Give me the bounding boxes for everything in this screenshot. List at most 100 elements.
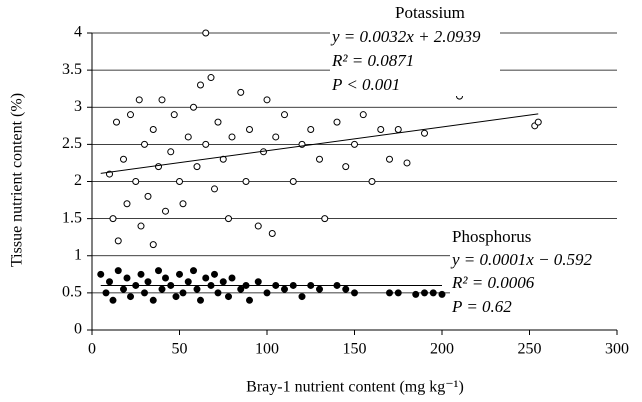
point <box>141 140 148 148</box>
point <box>172 293 180 301</box>
point <box>298 293 306 301</box>
point <box>193 163 201 171</box>
annotation: R² = 0.0871 <box>331 51 414 70</box>
point <box>386 289 393 297</box>
point <box>403 159 411 167</box>
point <box>109 215 117 223</box>
y-tick-label: 2.5 <box>62 135 82 152</box>
point <box>158 285 166 293</box>
point <box>167 148 175 156</box>
point <box>149 126 157 134</box>
annotation-bg <box>330 52 500 72</box>
x-tick-label: 200 <box>430 341 454 358</box>
point <box>170 111 178 119</box>
annotation-bg <box>450 251 620 271</box>
point <box>268 229 276 237</box>
point <box>141 289 148 297</box>
point <box>342 163 350 171</box>
point <box>359 111 367 119</box>
point <box>534 118 542 126</box>
point <box>219 278 227 286</box>
point <box>123 274 131 282</box>
point <box>176 270 183 278</box>
point <box>237 88 245 96</box>
point <box>179 289 187 297</box>
point <box>144 278 152 286</box>
point <box>137 270 145 278</box>
point <box>254 278 262 286</box>
point <box>242 178 250 185</box>
point <box>394 289 402 297</box>
point <box>351 140 358 148</box>
point <box>197 296 204 304</box>
y-tick-label: 0.5 <box>62 284 82 301</box>
point <box>162 207 169 215</box>
point <box>351 289 358 297</box>
x-tick-label: 0 <box>88 341 96 358</box>
point <box>394 126 402 134</box>
point <box>202 140 210 148</box>
point <box>225 215 232 223</box>
y-tick-label: 1.5 <box>62 209 82 226</box>
point <box>149 296 157 304</box>
point <box>102 289 110 297</box>
point <box>123 200 131 208</box>
point <box>438 290 446 298</box>
y-tick-label: 3.5 <box>62 61 82 78</box>
point <box>144 192 152 200</box>
point <box>214 289 222 297</box>
point <box>184 278 192 286</box>
point <box>263 289 271 297</box>
point <box>211 185 218 193</box>
point <box>246 126 253 134</box>
point <box>289 178 297 185</box>
annotation: P < 0.001 <box>331 75 400 94</box>
annotation-bg <box>330 28 500 48</box>
annotation: Potassium <box>395 3 465 22</box>
y-tick-label: 4 <box>74 24 82 41</box>
point <box>281 285 288 293</box>
point <box>202 274 210 282</box>
point <box>135 96 143 104</box>
point <box>207 74 215 82</box>
x-tick-label: 100 <box>255 341 279 358</box>
point <box>412 290 420 298</box>
y-tick-label: 0 <box>74 321 82 338</box>
point <box>114 237 122 245</box>
point <box>246 296 253 304</box>
y-tick-label: 1 <box>74 246 82 263</box>
x-tick-label: 150 <box>343 341 367 358</box>
annotation: y = 0.0001x − 0.592 <box>450 250 593 269</box>
point <box>281 111 288 119</box>
annotation: y = 0.0032x + 2.0939 <box>330 27 481 46</box>
point <box>316 285 323 293</box>
point <box>211 270 218 278</box>
point <box>386 155 393 163</box>
point <box>263 96 271 104</box>
x-tick-label: 300 <box>605 341 629 358</box>
x-tick-label: 50 <box>172 341 188 358</box>
annotation-bg <box>450 298 620 318</box>
point <box>127 293 134 301</box>
point <box>225 293 232 301</box>
point <box>176 178 183 185</box>
point <box>342 285 350 293</box>
point <box>190 267 197 275</box>
point <box>137 222 145 230</box>
trendline <box>100 113 539 174</box>
point <box>197 81 204 89</box>
annotation-bg <box>393 4 563 24</box>
annotation-bg <box>330 76 500 96</box>
point <box>193 285 201 293</box>
x-tick-label: 250 <box>518 341 542 358</box>
point <box>421 289 428 297</box>
point <box>120 285 127 293</box>
point <box>429 289 437 297</box>
point <box>321 215 329 223</box>
point <box>155 267 162 275</box>
point <box>113 118 120 126</box>
point <box>184 133 192 141</box>
point <box>127 111 134 119</box>
y-tick-label: 2 <box>74 172 82 189</box>
